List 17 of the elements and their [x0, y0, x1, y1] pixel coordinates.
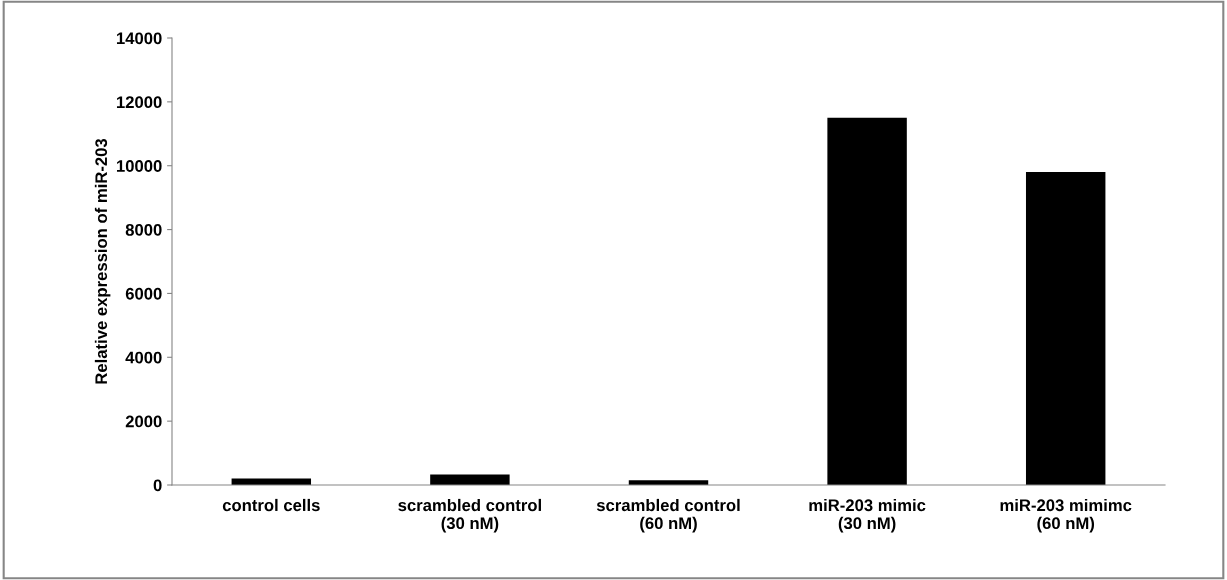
- y-tick-label: 8000: [125, 223, 162, 236]
- x-tick-label: scrambled control (60 nM): [596, 498, 740, 533]
- x-tick-label: control cells: [222, 498, 320, 512]
- y-tick-label: 2000: [125, 415, 162, 428]
- bar: [1025, 172, 1106, 485]
- y-tick-label: 14000: [116, 32, 162, 45]
- y-tick-label: 12000: [116, 96, 162, 109]
- y-tick-label: 4000: [125, 351, 162, 364]
- y-tick-label: 10000: [116, 160, 162, 172]
- x-tick-label: miR-203 mimic (30 nM): [809, 498, 926, 533]
- y-tick-label: 6000: [125, 287, 162, 300]
- x-tick-label: miR-203 mimimc (60 nM): [1000, 498, 1132, 533]
- y-axis-title: Relative expression of miR-203: [94, 138, 111, 384]
- bar: [827, 117, 907, 485]
- y-tick-label: 0: [153, 479, 162, 492]
- x-tick-label: scrambled control (30 nM): [398, 498, 541, 533]
- bar: [430, 474, 510, 485]
